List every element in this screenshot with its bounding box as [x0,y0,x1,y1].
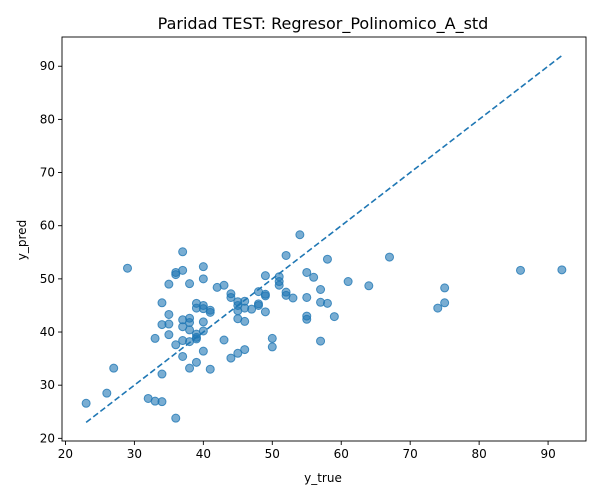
data-point [316,336,326,346]
data-point [178,265,188,275]
x-tick-label: 70 [403,447,418,461]
data-point [288,293,298,303]
data-point [81,398,91,408]
data-point [123,263,132,273]
x-tick-label: 80 [471,447,486,461]
data-point [198,300,208,310]
data-point [164,309,174,319]
y-tick-label: 40 [40,325,55,339]
data-point [171,413,181,423]
data-point [185,363,195,373]
data-point [364,281,374,291]
data-point [260,271,270,281]
data-point [329,312,339,322]
data-point [240,345,250,355]
y-tick-label: 50 [40,272,55,286]
data-point [164,279,174,289]
x-tick-label: 60 [334,447,349,461]
y-tick-label: 70 [40,166,55,180]
x-axis: 20 30 40 50 60 70 80 90 [58,441,556,461]
data-point [191,357,201,367]
y-tick-label: 30 [40,378,55,392]
data-point [198,262,208,272]
data-point [260,289,270,299]
data-point [178,351,188,361]
identity-reference-line [85,54,563,424]
data-point [254,299,263,309]
data-point [557,265,567,275]
data-point [205,364,215,374]
data-point [233,348,243,358]
data-point [226,289,236,299]
data-point [316,285,326,294]
y-tick-label: 20 [40,431,55,445]
data-point [164,330,174,340]
data-point [302,267,312,277]
y-tick-label: 90 [40,59,55,73]
y-tick-label: 80 [40,112,55,126]
data-point [157,298,167,308]
plot-frame [61,36,587,442]
data-point [219,335,229,345]
data-point [281,250,291,260]
data-point [440,283,450,293]
data-point [247,304,257,314]
x-tick-label: 20 [58,447,73,461]
data-point [240,316,250,326]
data-point [198,317,208,327]
data-point [157,369,167,379]
data-point [260,307,270,317]
data-point [198,274,208,284]
data-point [267,333,277,343]
data-point [385,252,394,262]
data-point [198,346,208,356]
data-point [322,298,332,308]
x-tick-label: 40 [196,447,211,461]
data-point [343,277,353,287]
data-point [309,272,319,282]
data-point [219,280,229,290]
data-point [433,303,443,313]
data-point [109,363,119,373]
data-point [281,287,291,297]
chart-title: Paridad TEST: Regresor_Polinomico_A_std [158,14,489,34]
data-point [171,340,181,350]
data-point [157,397,167,407]
data-point [440,298,450,308]
data-point [302,292,312,302]
data-point [185,279,195,289]
data-point [322,254,332,264]
data-point [102,388,112,398]
data-point [516,265,525,275]
data-point [205,305,215,315]
plot-area [61,36,587,442]
x-axis-label: y_true [304,471,342,485]
y-axis-label: y_pred [15,220,29,260]
data-point [267,342,277,352]
y-axis: 20 30 40 50 60 70 80 90 [40,59,62,445]
x-tick-label: 50 [265,447,280,461]
y-tick-label: 60 [40,219,55,233]
x-tick-label: 90 [540,447,555,461]
x-tick-label: 30 [127,447,142,461]
data-point [178,247,188,257]
data-point [302,311,312,321]
data-point [295,230,305,240]
data-point [185,313,195,323]
data-point [164,319,174,329]
data-point [150,333,160,343]
data-point [226,353,236,363]
